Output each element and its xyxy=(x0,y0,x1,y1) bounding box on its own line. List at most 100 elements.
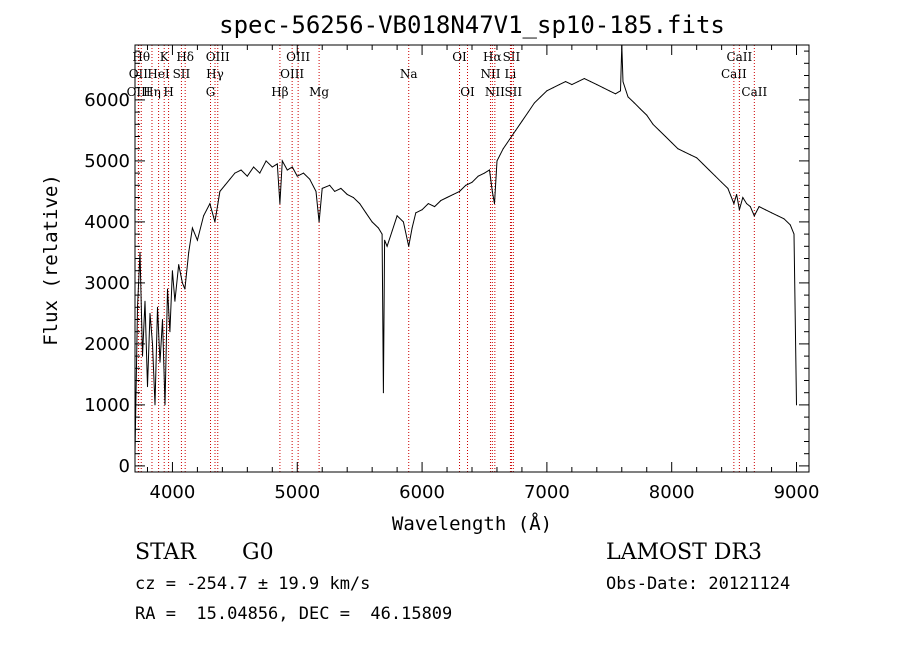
data-point xyxy=(721,181,723,183)
data-point xyxy=(139,251,141,253)
data-point xyxy=(796,404,798,406)
data-point xyxy=(386,245,388,247)
data-point xyxy=(440,200,442,202)
data-point xyxy=(446,197,448,198)
marker-label: OIII xyxy=(286,50,310,64)
x-tick-label: 8000 xyxy=(649,482,695,503)
data-point xyxy=(783,218,785,220)
x-axis-label: Wavelength (Å) xyxy=(392,512,552,535)
data-point xyxy=(683,151,685,153)
data-point xyxy=(181,282,183,284)
marker-label: CaII xyxy=(726,50,752,64)
x-tick-label: 4000 xyxy=(150,482,196,503)
data-point xyxy=(571,84,573,86)
data-point xyxy=(708,169,710,171)
marker-label: Hδ xyxy=(176,50,194,64)
marker-label: OII xyxy=(129,67,149,81)
data-point xyxy=(159,361,161,363)
data-point xyxy=(253,166,255,168)
data-point xyxy=(184,288,186,290)
data-point xyxy=(777,215,779,217)
marker-label: OI xyxy=(452,50,467,64)
x-tick-label: 5000 xyxy=(274,482,320,503)
data-point xyxy=(146,386,148,388)
data-point xyxy=(527,111,529,113)
marker-label: NII xyxy=(485,85,505,99)
data-point xyxy=(203,215,205,217)
data-point xyxy=(565,81,567,83)
marker-label: SII xyxy=(503,50,521,64)
marker-label: OI xyxy=(460,85,475,99)
data-point xyxy=(334,190,336,192)
data-point xyxy=(558,84,560,86)
data-point xyxy=(627,96,629,98)
data-point xyxy=(736,193,738,195)
data-point xyxy=(738,209,740,211)
data-point xyxy=(620,90,622,92)
data-point xyxy=(789,224,791,226)
data-point xyxy=(396,215,398,217)
data-point xyxy=(178,264,180,266)
data-point xyxy=(365,212,367,214)
x-tick-label: 9000 xyxy=(774,482,820,503)
data-point xyxy=(471,181,473,183)
data-point xyxy=(515,129,517,131)
data-point xyxy=(359,203,361,205)
data-point xyxy=(742,197,744,198)
data-point xyxy=(496,160,498,162)
data-point xyxy=(318,221,320,223)
axes: 4000 5000 6000 7000 8000 9000 0 1000 2000 3000 400… xyxy=(84,45,819,503)
data-point xyxy=(590,81,592,83)
data-point xyxy=(329,184,331,186)
data-point xyxy=(188,251,190,253)
data-point xyxy=(746,203,748,205)
marker-label: Hθ xyxy=(132,50,150,64)
data-point xyxy=(658,129,660,131)
data-point xyxy=(502,148,504,150)
data-point xyxy=(521,120,523,122)
marker-label: G xyxy=(206,85,216,99)
data-point xyxy=(733,203,735,205)
marker-label: Na xyxy=(400,67,418,81)
data-point xyxy=(714,175,716,177)
data-point xyxy=(646,114,648,116)
y-tick-label: 6000 xyxy=(84,90,130,111)
data-point xyxy=(321,187,323,189)
data-point xyxy=(265,160,267,162)
data-point xyxy=(296,175,298,177)
marker-label: Hβ xyxy=(271,85,288,99)
data-point xyxy=(196,239,198,241)
marker-label: Mg xyxy=(309,85,329,99)
data-point xyxy=(602,87,604,89)
marker-label: CaII xyxy=(721,67,747,81)
data-point xyxy=(382,392,384,394)
marker-label: OIII xyxy=(206,50,230,64)
y-tick-label: 1000 xyxy=(84,395,130,416)
data-point xyxy=(240,169,242,171)
marker-label: H xyxy=(163,85,173,99)
x-tick-label: 7000 xyxy=(524,482,570,503)
data-point xyxy=(271,166,273,168)
data-point xyxy=(771,212,773,214)
y-tick-label: 4000 xyxy=(84,212,130,233)
marker-label: OIII xyxy=(127,85,151,99)
data-point xyxy=(381,233,383,235)
data-point xyxy=(664,136,666,137)
data-point xyxy=(483,172,485,174)
object-subclass: G0 xyxy=(242,540,274,565)
data-point xyxy=(166,288,168,290)
data-point xyxy=(291,166,293,168)
data-point xyxy=(622,81,624,83)
data-point xyxy=(219,190,221,192)
data-point xyxy=(309,178,311,180)
data-point xyxy=(552,87,554,89)
data-point xyxy=(169,331,171,333)
data-point xyxy=(411,227,413,229)
data-point xyxy=(727,187,729,189)
marker-label: OIII xyxy=(280,67,304,81)
marker-label: Hα xyxy=(483,50,502,64)
data-point xyxy=(546,90,548,92)
marker-label: HeI xyxy=(147,67,170,81)
y-tick-label: 5000 xyxy=(84,151,130,172)
